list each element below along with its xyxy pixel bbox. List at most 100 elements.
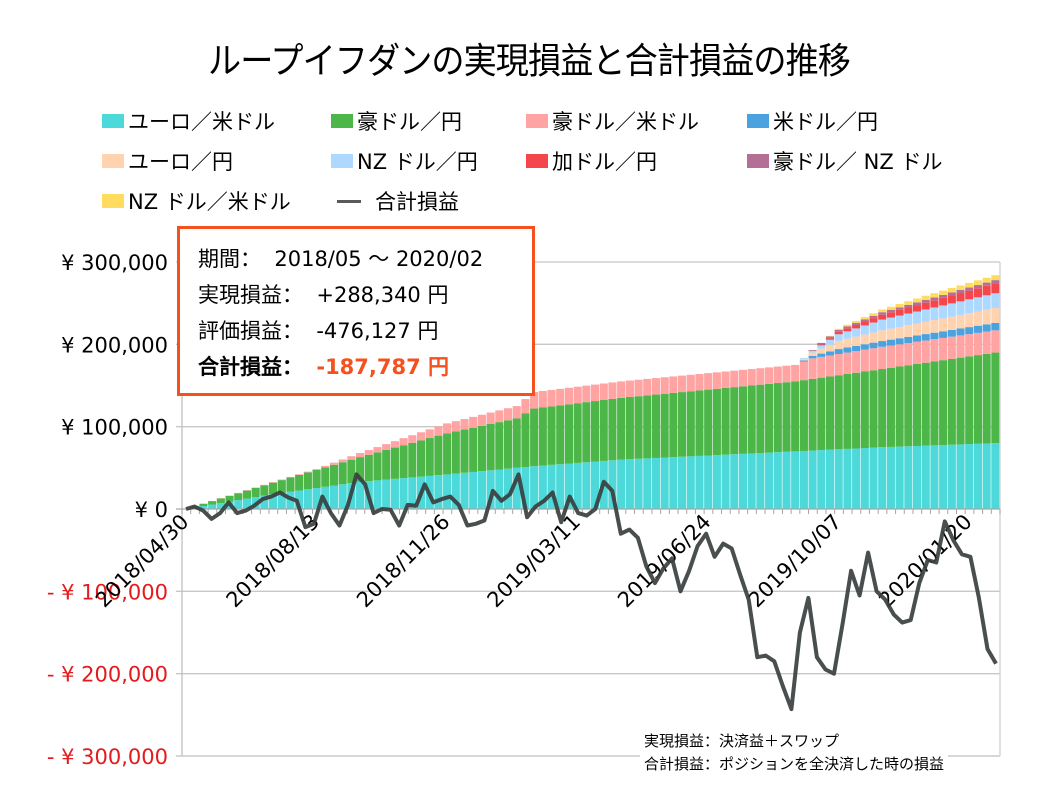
bar-segment xyxy=(773,452,782,509)
bar-segment xyxy=(982,443,991,509)
bar-segment xyxy=(582,385,591,403)
bar-segment xyxy=(843,347,852,353)
bar-segment xyxy=(921,295,930,300)
bar-segment xyxy=(930,307,939,321)
bar-segment xyxy=(573,403,582,463)
bar-segment xyxy=(460,419,469,430)
legend-label: 豪ドル／円 xyxy=(357,110,462,134)
bar-segment xyxy=(329,464,339,486)
bar-segment xyxy=(956,328,965,336)
bar-segment xyxy=(930,332,939,340)
bar-segment xyxy=(930,293,939,298)
bar-segment xyxy=(817,348,826,354)
bar-segment xyxy=(495,469,504,509)
bar-segment xyxy=(738,369,748,387)
bar-segment xyxy=(234,493,243,501)
stacked-bars xyxy=(190,275,1000,509)
bar-segment xyxy=(678,392,687,457)
bar-segment xyxy=(991,322,1000,331)
bar-segment xyxy=(599,383,608,400)
bar-segment xyxy=(991,308,1000,323)
bar-segment xyxy=(825,376,835,450)
bar-segment xyxy=(356,453,365,458)
bar-segment xyxy=(347,456,356,460)
bar-segment xyxy=(216,503,225,509)
bar-segment xyxy=(730,370,739,388)
bar-segment xyxy=(312,488,321,509)
bar-segment xyxy=(852,322,861,325)
bar-segment xyxy=(930,297,939,301)
bar-segment xyxy=(364,454,373,482)
bar-segment xyxy=(408,435,417,443)
bar-segment xyxy=(712,455,721,509)
bar-segment xyxy=(912,341,922,364)
bar-segment xyxy=(329,462,339,465)
bar-segment xyxy=(730,387,739,455)
bar-segment xyxy=(852,351,861,373)
bar-segment xyxy=(965,327,974,335)
bar-segment xyxy=(886,328,895,340)
bar-segment xyxy=(939,360,948,446)
bar-segment xyxy=(477,414,486,426)
bar-segment xyxy=(486,412,495,424)
bar-segment xyxy=(521,399,530,414)
bar-segment xyxy=(399,445,408,479)
bar-segment xyxy=(564,404,573,464)
legend-swatch xyxy=(102,194,124,208)
bar-segment xyxy=(825,335,835,337)
bar-segment xyxy=(878,314,887,320)
bar-segment xyxy=(878,319,887,331)
bar-segment xyxy=(921,445,930,509)
bar-segment xyxy=(573,386,582,404)
bar-segment xyxy=(973,288,982,298)
bar-segment xyxy=(242,490,252,499)
bar-segment xyxy=(939,294,948,298)
bar-segment xyxy=(625,380,634,398)
bar-segment xyxy=(991,280,1000,284)
bar-segment xyxy=(695,373,704,391)
total-pnl-line xyxy=(185,472,998,712)
bar-segment xyxy=(939,445,948,509)
bar-segment xyxy=(860,334,869,345)
bar-segment xyxy=(199,503,208,507)
bar-segment xyxy=(547,389,556,407)
legend-line-swatch xyxy=(337,199,361,203)
bar-segment xyxy=(617,459,626,509)
bar-segment xyxy=(895,344,904,367)
bar-segment xyxy=(660,393,669,458)
bar-segment xyxy=(799,357,808,359)
bar-segment xyxy=(591,401,600,462)
bar-segment xyxy=(912,311,922,324)
bar-segment xyxy=(886,367,895,447)
legend-swatch xyxy=(526,114,548,128)
bar-segment xyxy=(852,448,861,509)
bar-segment xyxy=(408,442,417,478)
bar-segment xyxy=(834,329,843,332)
bar-segment xyxy=(878,341,887,347)
bar-segment xyxy=(825,355,835,377)
bar-segment xyxy=(303,471,312,473)
bar-segment xyxy=(686,374,695,392)
bar-segment xyxy=(773,383,782,453)
bar-segment xyxy=(286,476,295,478)
bar-segment xyxy=(608,398,617,461)
bar-segment xyxy=(486,470,495,509)
bar-segment xyxy=(912,305,922,312)
bar-segment xyxy=(382,444,391,450)
bar-segment xyxy=(869,322,878,333)
bar-segment xyxy=(895,366,904,447)
total-label: 合計損益： xyxy=(198,355,303,379)
bar-segment xyxy=(521,467,530,509)
bar-segment xyxy=(808,355,817,359)
bar-segment xyxy=(469,416,478,428)
bar-segment xyxy=(573,462,582,509)
bar-segment xyxy=(234,500,243,509)
bar-segment xyxy=(860,448,869,509)
bar-segment xyxy=(643,378,652,396)
unrealized-label: 評価損益： xyxy=(198,319,303,343)
x-tick-label: 2019/10/07 xyxy=(744,510,847,613)
bar-segment xyxy=(747,453,756,509)
bar-segment xyxy=(643,458,652,509)
bar-segment xyxy=(843,352,852,374)
bar-segment xyxy=(904,325,913,337)
